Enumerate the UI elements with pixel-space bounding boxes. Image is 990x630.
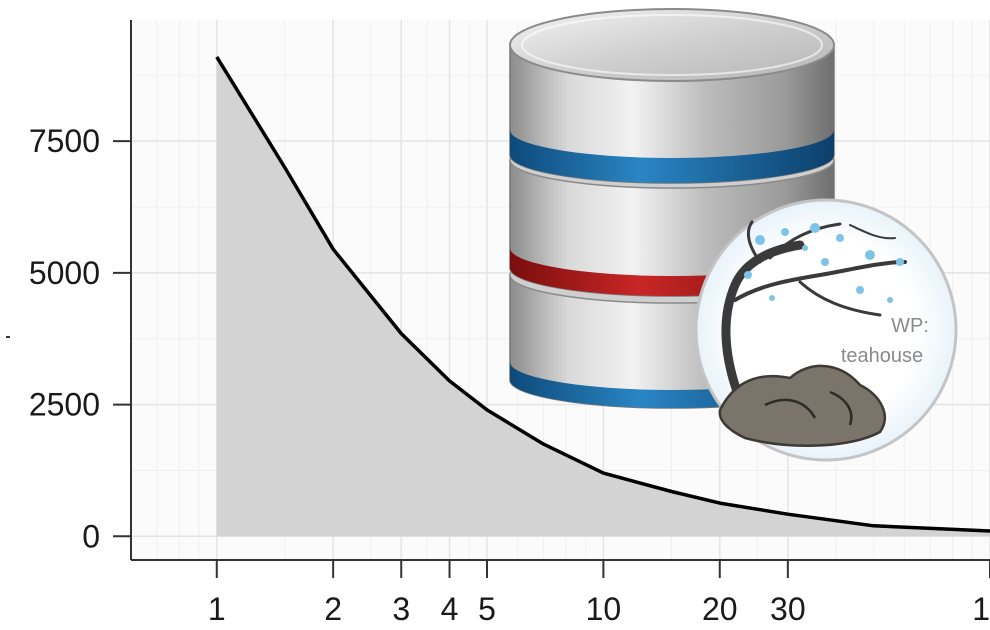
x-tick-label: 2 [324,591,342,627]
rock-shape [718,364,886,447]
x-ticks: 1 2 345 10 20 30 10 [208,560,990,627]
x-tick-label: 5 [478,591,496,627]
y-tick-label: 0 [82,518,100,554]
x-tick-label: 10 [586,591,622,627]
y-ticks: 0 2500 5000 7500 [29,123,131,554]
y-tick-label: 2500 [29,387,100,423]
x-tick-label: 1 [208,591,226,627]
teahouse-badge: WP: teahouse [694,198,958,462]
blossoms [744,223,904,303]
y-tick-label: 5000 [29,255,100,291]
y-tick-label: 7500 [29,123,100,159]
x-tick-label: 20 [702,591,738,627]
badge-text-line2: teahouse [841,345,923,367]
x-tick-label: 10 [972,591,990,627]
area-fill [216,56,990,537]
series-line [215,55,990,533]
badge-text-line1: WP: [891,315,929,337]
x-tick-label: 3 [392,591,410,627]
tree-branch-icon [721,220,907,405]
x-tick-label: 4 [441,591,459,627]
x-tick-label: 30 [770,591,806,627]
